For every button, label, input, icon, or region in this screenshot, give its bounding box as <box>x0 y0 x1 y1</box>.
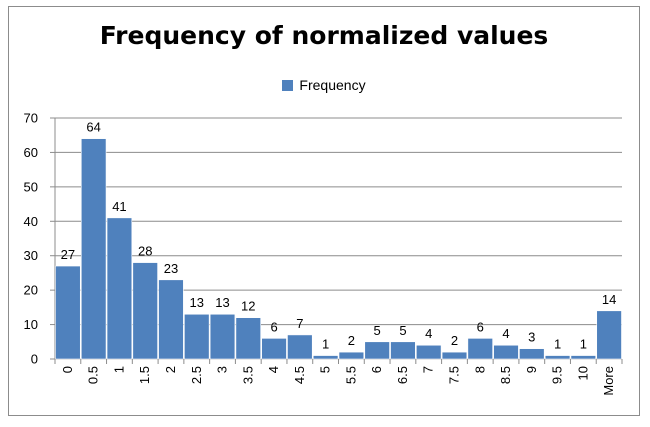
x-tick-label: 6 <box>369 366 384 373</box>
x-tick-label: 2.5 <box>189 366 204 384</box>
bar <box>493 344 519 360</box>
data-label: 1 <box>554 337 561 352</box>
bar <box>312 355 339 360</box>
bar <box>235 317 261 360</box>
bar <box>596 310 622 360</box>
x-tick-label: 7.5 <box>446 366 461 384</box>
y-tick-label: 70 <box>24 111 38 126</box>
y-tick-label: 50 <box>24 179 38 194</box>
y-tick-label: 60 <box>24 145 38 160</box>
bar <box>80 138 107 360</box>
bar <box>390 341 416 360</box>
data-label: 4 <box>502 326 509 341</box>
bar <box>158 279 184 360</box>
bar <box>467 338 493 360</box>
bar <box>544 355 571 360</box>
bar <box>55 265 81 360</box>
data-label: 5 <box>399 323 406 338</box>
x-tick-label: 4 <box>266 366 281 373</box>
data-label: 7 <box>296 316 303 331</box>
bar <box>261 338 287 360</box>
data-label: 27 <box>61 247 75 262</box>
data-label: 41 <box>112 199 126 214</box>
y-tick-label: 10 <box>24 317 38 332</box>
data-label: 23 <box>164 261 178 276</box>
chart-title: Frequency of normalized values <box>99 21 549 50</box>
x-tick-label: 5.5 <box>343 366 358 384</box>
data-label: 28 <box>138 244 152 259</box>
x-tick-label: 1 <box>111 366 126 373</box>
bar <box>132 262 158 360</box>
bar <box>209 313 236 360</box>
bar <box>106 217 133 360</box>
bar <box>570 355 597 360</box>
x-tick-label: 0 <box>60 366 75 373</box>
x-tick-label: 2 <box>163 366 178 373</box>
x-tick-label: 1.5 <box>137 366 152 384</box>
bar <box>287 334 313 360</box>
data-label: 6 <box>477 319 484 334</box>
bar <box>184 313 210 360</box>
x-tick-label: 5 <box>318 366 333 373</box>
x-tick-label: 3 <box>215 366 230 373</box>
data-label: 2 <box>348 333 355 348</box>
data-label: 4 <box>425 326 432 341</box>
bar <box>416 344 442 360</box>
x-tick-label: 10 <box>575 366 590 380</box>
bar <box>441 351 468 360</box>
y-tick-label: 0 <box>31 352 38 367</box>
data-label: 2 <box>451 333 458 348</box>
bar <box>338 351 365 360</box>
data-label: 12 <box>241 299 255 314</box>
x-tick-label: 0.5 <box>86 366 101 384</box>
data-label: 14 <box>602 292 616 307</box>
x-tick-label: 3.5 <box>240 366 255 384</box>
y-tick-label: 20 <box>24 283 38 298</box>
data-label: 1 <box>322 337 329 352</box>
legend-label: Frequency <box>299 77 366 93</box>
data-label: 13 <box>190 295 204 310</box>
x-tick-label: 4.5 <box>292 366 307 384</box>
data-label: 64 <box>86 120 100 135</box>
legend: Frequency <box>9 77 639 93</box>
x-tick-label: 9 <box>524 366 539 373</box>
data-label: 6 <box>270 319 277 334</box>
bar <box>519 348 545 360</box>
data-label: 1 <box>580 337 587 352</box>
data-label: 5 <box>374 323 381 338</box>
x-tick-label: More <box>601 366 616 396</box>
data-label: 13 <box>215 295 229 310</box>
x-tick-label: 9.5 <box>550 366 565 384</box>
y-tick-label: 30 <box>24 248 38 263</box>
x-tick-label: 6.5 <box>395 366 410 384</box>
x-tick-label: 8 <box>472 366 487 373</box>
y-tick-label: 40 <box>24 214 38 229</box>
x-tick-label: 8.5 <box>498 366 513 384</box>
data-label: 3 <box>528 330 535 345</box>
bar <box>364 341 390 360</box>
legend-swatch <box>282 80 294 91</box>
x-tick-label: 7 <box>421 366 436 373</box>
